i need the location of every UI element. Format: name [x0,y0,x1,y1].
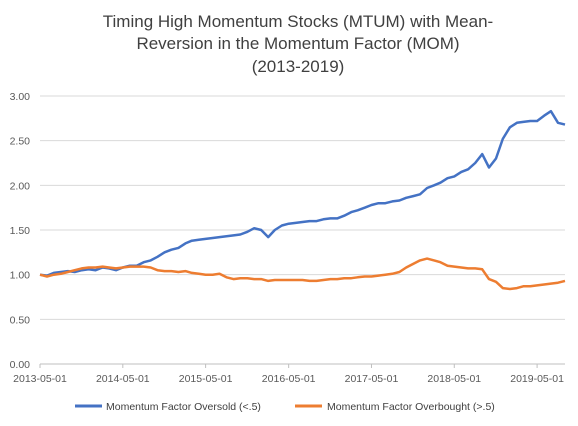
chart-title-line-1: Timing High Momentum Stocks (MTUM) with … [103,12,493,31]
gridlines [40,95,565,365]
legend: Momentum Factor Oversold (<.5) Momentum … [75,401,495,413]
x-tick-label: 2018-05-01 [427,373,481,385]
x-tick-label: 2017-05-01 [345,373,399,385]
legend-label-overbought: Momentum Factor Overbought (>.5) [327,401,495,413]
x-tick-label: 2015-05-01 [179,373,233,385]
x-tick-label: 2013-05-01 [13,373,67,385]
chart-title-line-3: (2013-2019) [252,57,345,76]
y-tick-label: 2.00 [10,180,31,192]
x-tick-label: 2019-05-01 [510,373,564,385]
series-line-oversold [39,109,566,277]
y-axis-tick-labels: 0.00 0.50 1.00 1.50 2.00 2.50 3.00 [10,91,31,371]
x-tick-label: 2016-05-01 [262,373,316,385]
x-tick-label: 2014-05-01 [96,373,150,385]
y-tick-label: 2.50 [10,136,31,148]
y-tick-label: 0.50 [10,314,31,326]
chart-title: Timing High Momentum Stocks (MTUM) with … [103,12,493,76]
series-line-overbought [39,257,566,291]
x-axis-tick-labels: 2013-05-01 2014-05-01 2015-05-01 2016-05-01… [13,364,564,385]
y-tick-label: 3.00 [10,91,31,103]
y-tick-label: 1.50 [10,225,31,237]
chart-title-line-2: Reversion in the Momentum Factor (MOM) [136,34,459,53]
y-tick-label: 0.00 [10,359,31,371]
legend-label-oversold: Momentum Factor Oversold (<.5) [106,401,261,413]
y-tick-label: 1.00 [10,270,31,282]
series-lines [39,109,566,291]
